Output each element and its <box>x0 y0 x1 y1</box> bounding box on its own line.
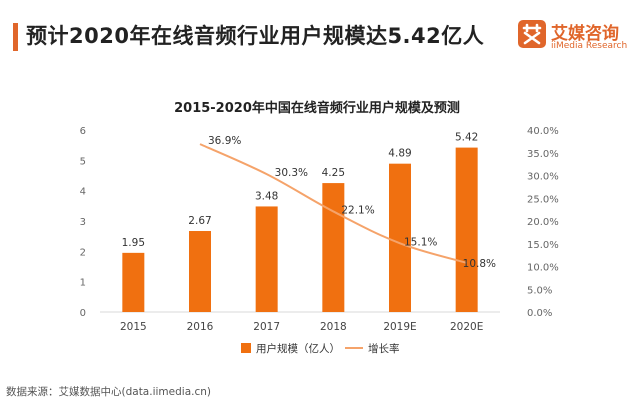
y-right-tick-label: 20.0% <box>527 217 559 228</box>
bar-value-label: 2.67 <box>188 215 211 227</box>
y-left-tick-label: 6 <box>80 126 86 137</box>
bar-value-label: 3.48 <box>255 190 278 202</box>
y-right-tick-label: 15.0% <box>527 240 559 251</box>
y-right-tick-label: 10.0% <box>527 263 559 274</box>
y-right-tick-label: 40.0% <box>527 126 559 137</box>
bar <box>455 147 478 312</box>
growth-rate-label: 10.8% <box>463 258 496 270</box>
y-left-tick-label: 5 <box>80 156 86 167</box>
x-tick-label: 2020E <box>450 321 483 333</box>
brand-logo: 艾媒咨询 iiMedia Research <box>517 17 627 57</box>
x-tick-label: 2015 <box>120 321 147 333</box>
bar <box>122 252 145 312</box>
y-right-tick-label: 5.0% <box>527 285 552 296</box>
data-source: 数据来源：艾媒数据中心(data.iimedia.cn) <box>6 386 211 398</box>
bar <box>255 206 278 312</box>
page-headline: 预计2020年在线音频行业用户规模达5.42亿人 <box>26 24 485 48</box>
legend-line-label: 增长率 <box>368 342 400 355</box>
bar-value-label: 1.95 <box>122 237 145 249</box>
bar <box>389 163 411 312</box>
bar-value-label: 4.25 <box>322 167 345 179</box>
x-tick-label: 2019E <box>383 321 416 333</box>
bar-value-label: 5.42 <box>455 132 478 144</box>
y-right-tick-label: 0.0% <box>527 308 552 319</box>
brand-name: 艾媒咨询 <box>551 24 619 44</box>
growth-rate-label: 30.3% <box>275 167 308 179</box>
legend-bar-label: 用户规模（亿人） <box>256 342 340 355</box>
growth-rate-label: 22.1% <box>341 204 374 216</box>
x-tick-label: 2017 <box>253 321 280 333</box>
brand-mark-icon <box>518 20 546 48</box>
bar-value-label: 4.89 <box>388 148 411 160</box>
y-right-tick-label: 35.0% <box>527 149 559 160</box>
legend-bar-swatch <box>241 343 251 353</box>
x-tick-label: 2016 <box>187 321 214 333</box>
headline-accent-bar <box>13 23 18 51</box>
y-right-tick-label: 25.0% <box>527 194 559 205</box>
x-tick-label: 2018 <box>320 321 347 333</box>
y-left-tick-label: 0 <box>80 308 86 319</box>
bar <box>189 231 211 312</box>
growth-rate-line <box>199 143 467 264</box>
y-left-tick-label: 4 <box>80 187 86 198</box>
bar <box>322 183 345 312</box>
y-left-tick-label: 2 <box>80 247 86 258</box>
y-left-tick-label: 3 <box>80 217 86 228</box>
y-left-tick-label: 1 <box>80 278 86 289</box>
brand-subtitle: iiMedia Research <box>551 41 628 51</box>
growth-rate-label: 15.1% <box>404 236 437 248</box>
growth-rate-label: 36.9% <box>208 135 241 147</box>
chart-title: 2015-2020年中国在线音频行业用户规模及预测 <box>174 101 460 116</box>
y-right-tick-label: 30.0% <box>527 172 559 183</box>
